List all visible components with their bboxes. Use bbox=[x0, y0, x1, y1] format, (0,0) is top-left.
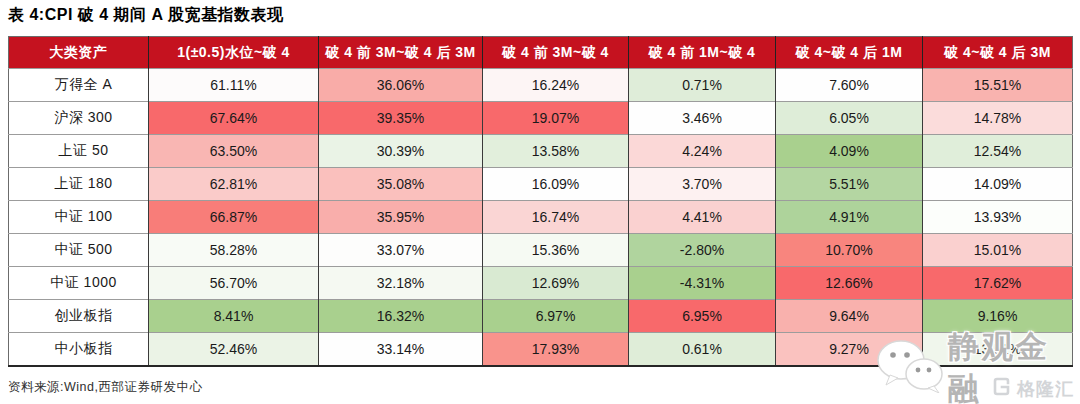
table-row: 中小板指52.46%33.14%17.93%0.61%9.27%13.51% bbox=[9, 333, 1073, 366]
table-cell: 17.62% bbox=[923, 267, 1073, 300]
gelonghui-logo: 格隆汇 bbox=[992, 377, 1074, 401]
table-cell: 7.60% bbox=[776, 69, 923, 102]
table-cell: 12.69% bbox=[483, 267, 629, 300]
table-cell: 0.71% bbox=[629, 69, 776, 102]
column-header-4: 破 4 前 1M~破 4 bbox=[629, 37, 776, 69]
table-row: 创业板指8.41%16.32%6.97%6.95%9.64%9.16% bbox=[9, 300, 1073, 333]
table-cell: 4.09% bbox=[776, 135, 923, 168]
heatmap-table: 大类资产 1(±0.5)水位~破 4 破 4 前 3M~破 4 后 3M 破 4… bbox=[8, 36, 1073, 367]
table-cell: 66.87% bbox=[149, 201, 319, 234]
row-label: 中证 100 bbox=[9, 201, 149, 234]
column-header-asset-class: 大类资产 bbox=[9, 37, 149, 69]
table-cell: 36.06% bbox=[319, 69, 483, 102]
row-label: 中小板指 bbox=[9, 333, 149, 366]
table-cell: 15.01% bbox=[923, 234, 1073, 267]
table-cell: 33.14% bbox=[319, 333, 483, 366]
row-label: 中证 500 bbox=[9, 234, 149, 267]
table-cell: 4.24% bbox=[629, 135, 776, 168]
table-cell: 61.11% bbox=[149, 69, 319, 102]
table-header: 大类资产 1(±0.5)水位~破 4 破 4 前 3M~破 4 后 3M 破 4… bbox=[9, 37, 1073, 69]
table-cell: 10.70% bbox=[776, 234, 923, 267]
table-cell: 32.18% bbox=[319, 267, 483, 300]
table-cell: 9.27% bbox=[776, 333, 923, 366]
column-header-5: 破 4~破 4 后 1M bbox=[776, 37, 923, 69]
header-row: 大类资产 1(±0.5)水位~破 4 破 4 前 3M~破 4 后 3M 破 4… bbox=[9, 37, 1073, 69]
table-cell: 16.24% bbox=[483, 69, 629, 102]
table-cell: 6.95% bbox=[629, 300, 776, 333]
table-cell: 0.61% bbox=[629, 333, 776, 366]
column-header-3: 破 4 前 3M~破 4 bbox=[483, 37, 629, 69]
table-cell: 63.50% bbox=[149, 135, 319, 168]
row-label: 万得全 A bbox=[9, 69, 149, 102]
table-cell: 12.54% bbox=[923, 135, 1073, 168]
table-cell: 9.16% bbox=[923, 300, 1073, 333]
table-cell: 3.70% bbox=[629, 168, 776, 201]
table-cell: 62.81% bbox=[149, 168, 319, 201]
table-cell: 67.64% bbox=[149, 102, 319, 135]
table-cell: 30.39% bbox=[319, 135, 483, 168]
table-cell: 58.28% bbox=[149, 234, 319, 267]
table-cell: 15.36% bbox=[483, 234, 629, 267]
table-cell: 16.09% bbox=[483, 168, 629, 201]
table-row: 上证 18062.81%35.08%16.09%3.70%5.51%14.09% bbox=[9, 168, 1073, 201]
logo-text: 格隆汇 bbox=[1017, 377, 1074, 401]
table-cell: 3.46% bbox=[629, 102, 776, 135]
table-cell: 35.08% bbox=[319, 168, 483, 201]
row-label: 创业板指 bbox=[9, 300, 149, 333]
gelonghui-g-icon bbox=[992, 377, 1012, 401]
table-cell: 16.74% bbox=[483, 201, 629, 234]
table-row: 沪深 30067.64%39.35%19.07%3.46%6.05%14.78% bbox=[9, 102, 1073, 135]
table-cell: 13.58% bbox=[483, 135, 629, 168]
table-cell: 14.09% bbox=[923, 168, 1073, 201]
table-cell: 9.64% bbox=[776, 300, 923, 333]
table-cell: 56.70% bbox=[149, 267, 319, 300]
table-cell: 13.93% bbox=[923, 201, 1073, 234]
table-cell: 4.41% bbox=[629, 201, 776, 234]
row-label: 上证 50 bbox=[9, 135, 149, 168]
table-row: 万得全 A61.11%36.06%16.24%0.71%7.60%15.51% bbox=[9, 69, 1073, 102]
table-cell: 33.07% bbox=[319, 234, 483, 267]
table-cell: 6.97% bbox=[483, 300, 629, 333]
table-cell: 14.78% bbox=[923, 102, 1073, 135]
table-cell: 12.66% bbox=[776, 267, 923, 300]
table-body: 万得全 A61.11%36.06%16.24%0.71%7.60%15.51%沪… bbox=[9, 69, 1073, 366]
row-label: 沪深 300 bbox=[9, 102, 149, 135]
column-header-6: 破 4~破 4 后 3M bbox=[923, 37, 1073, 69]
column-header-1: 1(±0.5)水位~破 4 bbox=[149, 37, 319, 69]
row-label: 中证 1000 bbox=[9, 267, 149, 300]
table-cell: -2.80% bbox=[629, 234, 776, 267]
table-cell: 13.51% bbox=[923, 333, 1073, 366]
table-cell: 4.91% bbox=[776, 201, 923, 234]
table-cell: 39.35% bbox=[319, 102, 483, 135]
table-row: 中证 50058.28%33.07%15.36%-2.80%10.70%15.0… bbox=[9, 234, 1073, 267]
table-cell: 19.07% bbox=[483, 102, 629, 135]
table-row: 中证 100056.70%32.18%12.69%-4.31%12.66%17.… bbox=[9, 267, 1073, 300]
table-cell: 16.32% bbox=[319, 300, 483, 333]
table-cell: 17.93% bbox=[483, 333, 629, 366]
row-label: 上证 180 bbox=[9, 168, 149, 201]
table-cell: 5.51% bbox=[776, 168, 923, 201]
column-header-2: 破 4 前 3M~破 4 后 3M bbox=[319, 37, 483, 69]
table-cell: 35.95% bbox=[319, 201, 483, 234]
table-cell: 6.05% bbox=[776, 102, 923, 135]
table-row: 中证 10066.87%35.95%16.74%4.41%4.91%13.93% bbox=[9, 201, 1073, 234]
table-cell: 15.51% bbox=[923, 69, 1073, 102]
table-cell: 8.41% bbox=[149, 300, 319, 333]
table-cell: 52.46% bbox=[149, 333, 319, 366]
table-cell: -4.31% bbox=[629, 267, 776, 300]
source-note: 资料来源:Wind,西部证券研发中心 bbox=[8, 379, 202, 396]
page-title: 表 4:CPI 破 4 期间 A 股宽基指数表现 bbox=[8, 5, 283, 26]
table-row: 上证 5063.50%30.39%13.58%4.24%4.09%12.54% bbox=[9, 135, 1073, 168]
